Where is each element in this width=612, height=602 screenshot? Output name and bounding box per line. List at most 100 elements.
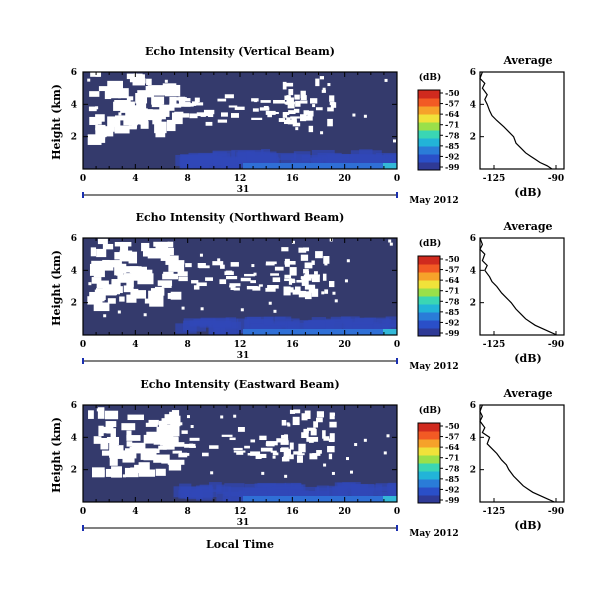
missing-cell [265, 261, 277, 265]
missing-cell [129, 111, 135, 124]
missing-cell [303, 110, 309, 115]
missing-data [87, 72, 397, 148]
missing-cell [393, 139, 397, 143]
missing-cell [209, 445, 219, 449]
colorbar-swatch [418, 312, 440, 321]
missing-cell [97, 407, 105, 419]
colorbar-tick-label: -64 [445, 109, 460, 119]
missing-cell [208, 112, 214, 118]
colorbar-frame [417, 422, 441, 504]
missing-cell [304, 262, 313, 269]
x-tick-label: 0 [80, 174, 86, 184]
month-label: May 2012 [409, 529, 458, 539]
missing-cell [140, 121, 149, 129]
missing-cell [159, 111, 166, 120]
x-tick-label: 0 [394, 340, 400, 350]
missing-cell [163, 271, 174, 275]
missing-cell [91, 277, 102, 284]
missing-cell [121, 453, 128, 459]
colorbar-swatch [418, 264, 440, 273]
average-title: Average [502, 54, 552, 67]
profile-line [479, 404, 555, 503]
missing-cell [319, 76, 325, 80]
missing-cell [139, 112, 148, 125]
echo-cell [342, 482, 361, 489]
missing-cell [291, 240, 295, 244]
colorbar-swatch [418, 154, 440, 163]
x-tick-label: 8 [185, 340, 191, 350]
missing-cell [125, 448, 132, 455]
missing-cell [280, 440, 289, 445]
missing-cell [126, 294, 137, 303]
missing-cell [145, 422, 158, 427]
colorbar-tick-label: -78 [445, 296, 460, 306]
missing-cell [310, 428, 317, 436]
echo-cell [199, 320, 232, 328]
missing-cell [386, 434, 390, 438]
missing-cell [221, 434, 233, 437]
missing-cell [300, 100, 308, 104]
missing-cell [292, 416, 300, 426]
missing-cell [190, 425, 194, 429]
missing-cell [316, 417, 323, 423]
y-axis-label: Height (km) [50, 250, 63, 326]
day-label: 31 [237, 351, 250, 361]
missing-cell [228, 105, 238, 108]
x-tick-label: 8 [185, 507, 191, 517]
missing-cell [202, 452, 209, 457]
missing-cell [281, 457, 287, 462]
missing-cell [329, 95, 335, 102]
missing-cell [168, 262, 185, 272]
missing-cell [289, 409, 296, 414]
missing-cell [100, 437, 109, 450]
average-xlabel: (dB) [514, 352, 541, 365]
missing-cell [292, 116, 296, 120]
missing-cell [293, 108, 300, 113]
missing-cell [327, 83, 331, 87]
missing-cell [294, 286, 301, 293]
missing-cell [388, 239, 392, 243]
missing-cell [322, 87, 326, 91]
missing-cell [301, 413, 308, 421]
missing-cell [384, 78, 388, 82]
missing-cell [268, 301, 272, 305]
heatmap-plot: 0 4 8 12 16 20 0 6 4 2 31 May 2012 [71, 401, 459, 539]
echo-cell [243, 496, 397, 502]
missing-cell [108, 260, 122, 265]
x-tick-label: 20 [338, 507, 351, 517]
echo-cell [263, 316, 286, 326]
missing-cell [87, 78, 91, 82]
missing-cell [167, 459, 185, 465]
missing-cell [114, 100, 131, 109]
missing-cell [126, 430, 132, 438]
missing-cell [191, 101, 197, 106]
missing-cell [265, 442, 275, 447]
colorbar-swatch [418, 471, 440, 480]
missing-cell [304, 116, 313, 121]
missing-cell [196, 282, 207, 287]
missing-cell [159, 250, 170, 257]
missing-cell [303, 247, 310, 252]
y-axis-label: Height (km) [50, 84, 63, 160]
missing-cell [259, 435, 267, 441]
missing-cell [220, 264, 225, 269]
panel-title: Echo Intensity (Northward Beam) [136, 211, 345, 224]
missing-cell [166, 247, 174, 256]
missing-cell [137, 290, 147, 299]
profile-x-tick-label: -125 [483, 507, 506, 517]
missing-cell [322, 273, 327, 281]
missing-cell [128, 251, 138, 264]
missing-cell [118, 112, 122, 116]
missing-cell [126, 105, 140, 115]
missing-cell [220, 112, 228, 117]
panel-title: Echo Intensity (Vertical Beam) [145, 45, 335, 58]
missing-cell [229, 285, 236, 288]
missing-cell [185, 263, 192, 268]
missing-cell [293, 409, 301, 414]
missing-cell [102, 262, 116, 268]
missing-cell [259, 107, 270, 111]
missing-cell [89, 137, 93, 141]
missing-cell [167, 241, 174, 248]
missing-cell [173, 442, 185, 447]
average-title: Average [502, 220, 552, 233]
